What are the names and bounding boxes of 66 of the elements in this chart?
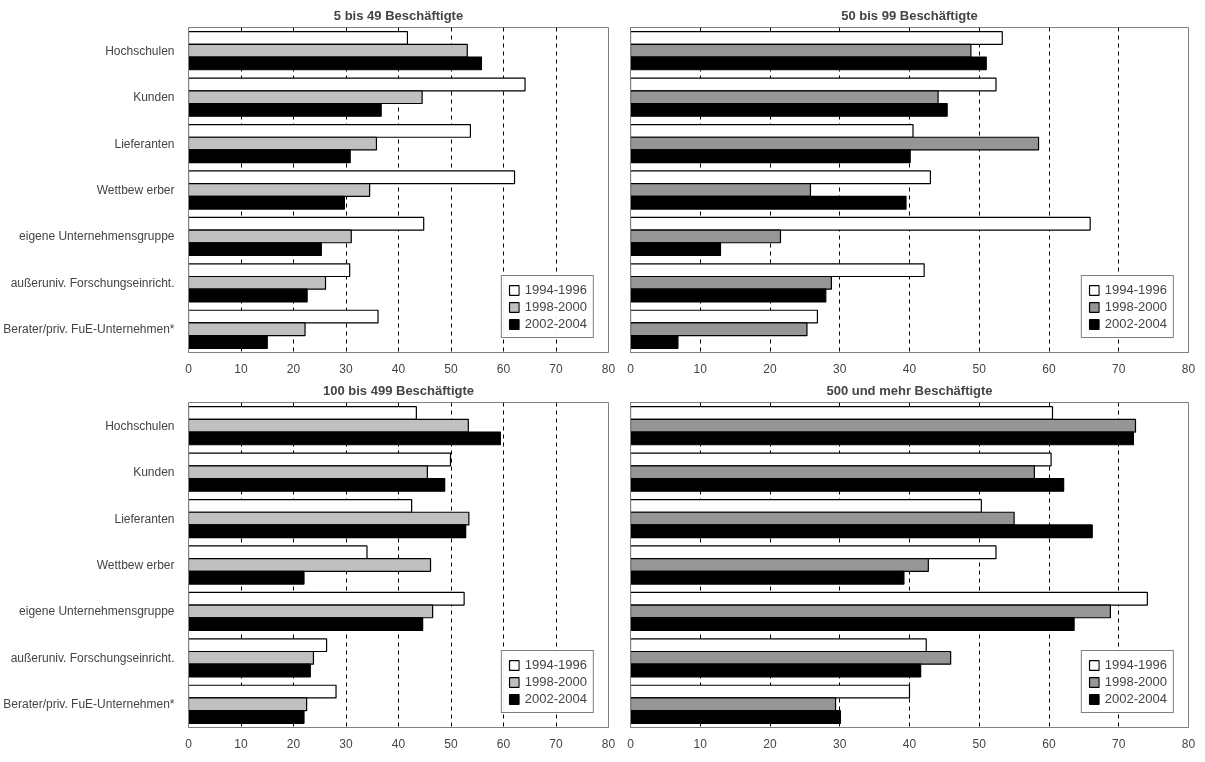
y-tick-label: außeruniv. Forschungseinricht. (10, 275, 175, 290)
legend-label: 1998-2000 (1104, 299, 1167, 314)
x-tick-label: 10 (693, 361, 708, 376)
x-tick-label: 40 (902, 361, 917, 376)
legend-label: 1994-1996 (1104, 657, 1167, 672)
x-tick-label: 50 (444, 361, 458, 376)
x-tick-label: 70 (1112, 361, 1126, 376)
legend-label: 1994-1996 (524, 657, 587, 672)
x-tick-label: 60 (1042, 361, 1056, 376)
x-tick-label: 40 (391, 736, 406, 751)
x-tick-label: 70 (549, 736, 563, 751)
x-tick-label: 80 (601, 736, 616, 751)
x-tick-label: 30 (339, 736, 353, 751)
x-tick-label: 40 (902, 736, 917, 751)
legend-label: 2002-2004 (1104, 691, 1167, 706)
y-tick-label: Hochschulen (105, 43, 175, 58)
chart-title: 500 und mehr Beschäftigte (826, 382, 993, 398)
y-tick-label: Wettbew erber (96, 558, 175, 572)
legend-label: 1994-1996 (524, 282, 587, 297)
x-tick-label: 50 (972, 736, 987, 751)
legend-label: 2002-2004 (1104, 316, 1167, 331)
y-tick-label: Hochschulen (105, 418, 175, 433)
x-tick-label: 80 (1181, 361, 1196, 376)
x-tick-label: 80 (1181, 736, 1196, 751)
y-tick-label: eigene Unternehmensgruppe (19, 229, 175, 244)
x-tick-label: 60 (496, 736, 511, 751)
y-tick-label: Berater/priv. FuE-Unternehmen* (3, 697, 175, 712)
y-tick-label: außeruniv. Forschungseinricht. (10, 650, 175, 665)
x-tick-label: 0 (185, 361, 193, 376)
x-tick-label: 60 (496, 361, 511, 376)
x-tick-label: 20 (286, 736, 301, 751)
legend-label: 2002-2004 (524, 316, 587, 331)
chart-title: 50 bis 99 Beschäftigte (841, 7, 978, 23)
x-tick-label: 20 (763, 361, 777, 376)
x-tick-label: 70 (1112, 736, 1126, 751)
x-tick-label: 80 (601, 361, 616, 376)
chart-title: 5 bis 49 Beschäftigte (333, 7, 464, 23)
x-tick-label: 30 (833, 736, 847, 751)
x-tick-label: 30 (339, 361, 353, 376)
legend-label: 2002-2004 (524, 691, 587, 706)
y-tick-label: Kunden (133, 90, 175, 105)
x-tick-label: 10 (234, 361, 248, 376)
x-tick-label: 10 (234, 736, 248, 751)
x-tick-label: 40 (391, 361, 406, 376)
x-tick-label: 50 (444, 736, 458, 751)
x-tick-label: 10 (693, 736, 708, 751)
y-tick-label: Lieferanten (114, 136, 175, 151)
chart-title: 100 bis 499 Beschäftigte (322, 382, 475, 398)
x-tick-label: 50 (972, 361, 987, 376)
legend-label: 1994-1996 (1104, 282, 1167, 297)
x-tick-label: 20 (286, 361, 301, 376)
x-tick-label: 70 (549, 361, 563, 376)
y-tick-label: eigene Unternehmensgruppe (19, 604, 175, 619)
legend-label: 1998-2000 (524, 674, 587, 689)
legend-label: 1998-2000 (524, 299, 587, 314)
x-tick-label: 0 (627, 736, 635, 751)
x-tick-label: 30 (833, 361, 847, 376)
x-tick-label: 0 (627, 361, 635, 376)
x-tick-label: 20 (763, 736, 777, 751)
y-tick-label: Wettbew erber (96, 183, 175, 197)
x-tick-label: 0 (185, 736, 193, 751)
y-tick-label: Kunden (133, 465, 175, 480)
x-tick-label: 60 (1042, 736, 1056, 751)
y-tick-label: Lieferanten (114, 511, 175, 526)
legend-label: 1998-2000 (1104, 674, 1167, 689)
y-tick-label: Berater/priv. FuE-Unternehmen* (3, 322, 175, 337)
